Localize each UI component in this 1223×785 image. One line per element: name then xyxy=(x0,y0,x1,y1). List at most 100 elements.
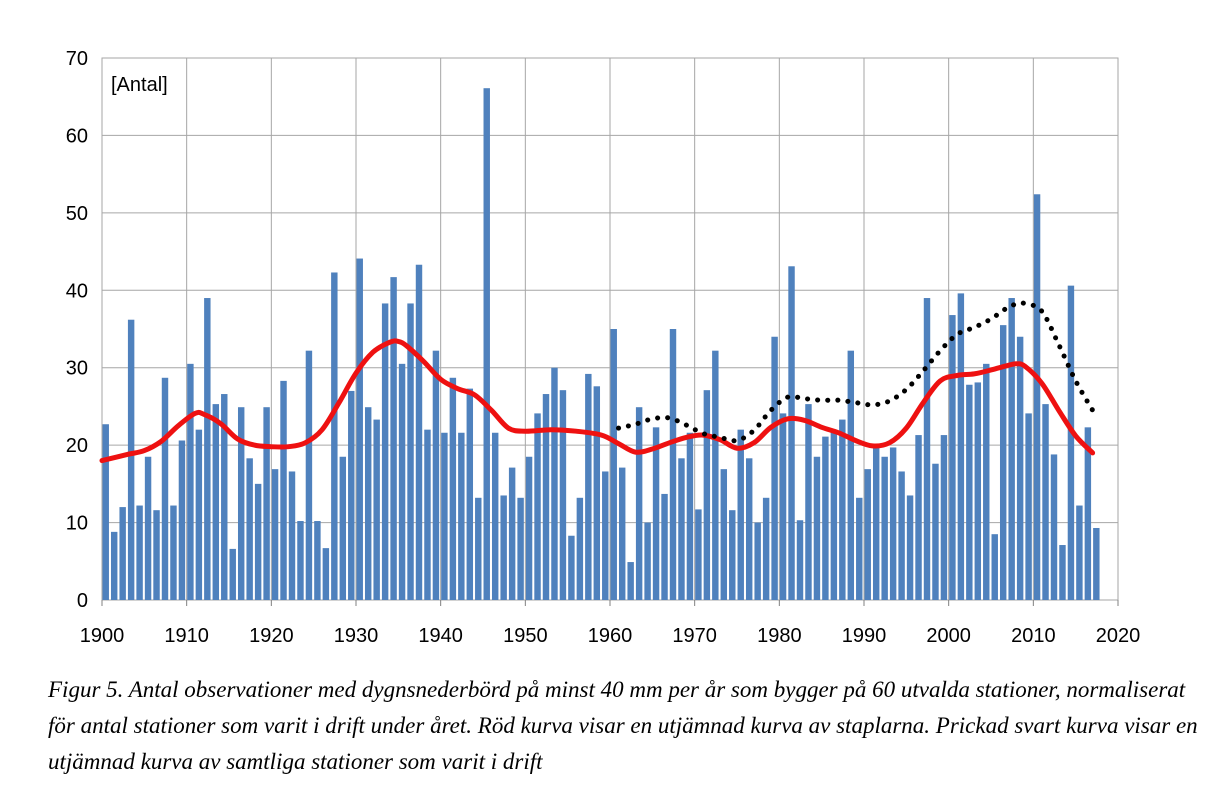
bar-2012 xyxy=(1050,454,1058,600)
bar-1995 xyxy=(906,495,914,600)
bar-1912 xyxy=(204,298,211,600)
bar-1918 xyxy=(254,483,262,600)
bar-2011 xyxy=(1042,404,1049,600)
bar-1957 xyxy=(585,373,592,600)
bar-1910 xyxy=(187,363,194,600)
bar-1998 xyxy=(932,463,939,600)
x-tick-label-1950: 1950 xyxy=(503,625,548,647)
y-tick-label-50: 50 xyxy=(66,203,88,225)
bar-1981 xyxy=(788,266,795,600)
bar-2004 xyxy=(983,363,990,600)
unit-label: [Antal] xyxy=(111,74,168,96)
bar-1983 xyxy=(805,404,812,600)
bar-1924 xyxy=(305,350,313,600)
bar-1977 xyxy=(754,522,761,600)
y-tick-label-60: 60 xyxy=(66,125,88,147)
bar-1921 xyxy=(280,380,287,600)
bar-1916 xyxy=(237,407,245,600)
bar-1943 xyxy=(466,388,474,600)
bar-1958 xyxy=(593,386,601,600)
y-tick-label-30: 30 xyxy=(66,358,88,380)
y-tick-label-20: 20 xyxy=(66,435,88,457)
bar-1953 xyxy=(551,367,558,600)
bar-1906 xyxy=(153,510,160,600)
smoothed-lines xyxy=(99,300,1096,464)
bar-1962 xyxy=(627,562,634,600)
bar-1971 xyxy=(703,390,711,600)
bar-1996 xyxy=(915,435,922,600)
bar-2010 xyxy=(1033,194,1041,600)
bar-1963 xyxy=(635,407,643,600)
y-tick-label-40: 40 xyxy=(66,280,88,302)
bar-1965 xyxy=(652,427,660,600)
bar-1966 xyxy=(661,493,668,600)
bar-1975 xyxy=(737,429,744,600)
bar-1985 xyxy=(822,436,829,600)
bar-1922 xyxy=(288,471,296,600)
bar-2009 xyxy=(1025,413,1032,600)
bar-2013 xyxy=(1059,545,1066,600)
bar-1939 xyxy=(432,350,440,600)
chart: 0 10 20 30 40 50 60 70 1900 1910 1920 1930 1940 1950 1… xyxy=(66,48,1141,647)
bar-1932 xyxy=(373,419,380,600)
bar-2008 xyxy=(1016,336,1024,600)
bar-1903 xyxy=(127,319,135,600)
bar-1908 xyxy=(170,505,177,600)
bar-1919 xyxy=(263,407,270,600)
bar-1994 xyxy=(898,471,905,600)
bar-series xyxy=(102,88,1100,600)
bar-1949 xyxy=(517,497,524,600)
bar-1938 xyxy=(424,429,431,600)
bar-1946 xyxy=(491,432,499,600)
x-tick-label-2000: 2000 xyxy=(926,625,971,647)
bar-1925 xyxy=(314,521,321,600)
bar-1959 xyxy=(602,471,609,600)
x-tick-label-1920: 1920 xyxy=(249,625,294,647)
y-tick-label-10: 10 xyxy=(66,513,88,535)
bar-1913 xyxy=(212,404,220,600)
bar-1976 xyxy=(745,458,753,600)
x-tick-label-2020: 2020 xyxy=(1096,625,1141,647)
bar-1978 xyxy=(762,497,770,600)
bar-1961 xyxy=(618,467,626,600)
bar-1945 xyxy=(483,88,490,600)
bar-2006 xyxy=(999,325,1007,600)
bar-1940 xyxy=(441,432,448,600)
bar-1987 xyxy=(839,419,846,600)
x-tick-label-1980: 1980 xyxy=(757,625,802,647)
bar-1954 xyxy=(559,390,567,600)
bar-2016 xyxy=(1084,427,1092,600)
bar-1969 xyxy=(686,432,694,600)
bar-1920 xyxy=(271,469,279,600)
bar-1931 xyxy=(364,407,372,600)
bar-1982 xyxy=(796,520,804,600)
x-tick-label-1900: 1900 xyxy=(80,625,125,647)
bar-1956 xyxy=(576,497,584,600)
bar-1928 xyxy=(339,456,347,600)
bar-1901 xyxy=(110,531,118,600)
bar-1902 xyxy=(119,507,126,600)
bar-1917 xyxy=(246,458,253,600)
bar-1970 xyxy=(695,509,702,600)
bar-1900 xyxy=(102,424,109,600)
gridlines xyxy=(101,57,1119,601)
bar-1952 xyxy=(542,394,550,600)
bar-1980 xyxy=(779,413,787,600)
bar-1991 xyxy=(872,447,880,600)
bar-1915 xyxy=(229,548,236,600)
bar-1999 xyxy=(940,435,948,600)
bar-2003 xyxy=(974,382,982,600)
x-tick-label-1990: 1990 xyxy=(842,625,887,647)
bar-2015 xyxy=(1076,505,1083,600)
bar-1914 xyxy=(221,394,228,600)
bar-1934 xyxy=(390,277,397,600)
bar-1930 xyxy=(356,258,363,600)
x-tick-label-2010: 2010 xyxy=(1011,625,1056,647)
bar-1909 xyxy=(178,440,186,600)
bar-1989 xyxy=(856,497,863,600)
bar-1997 xyxy=(923,298,931,600)
bar-2000 xyxy=(949,315,956,600)
bar-1926 xyxy=(322,548,330,600)
bar-1948 xyxy=(508,467,516,600)
y-tick-label-0: 0 xyxy=(77,590,88,612)
